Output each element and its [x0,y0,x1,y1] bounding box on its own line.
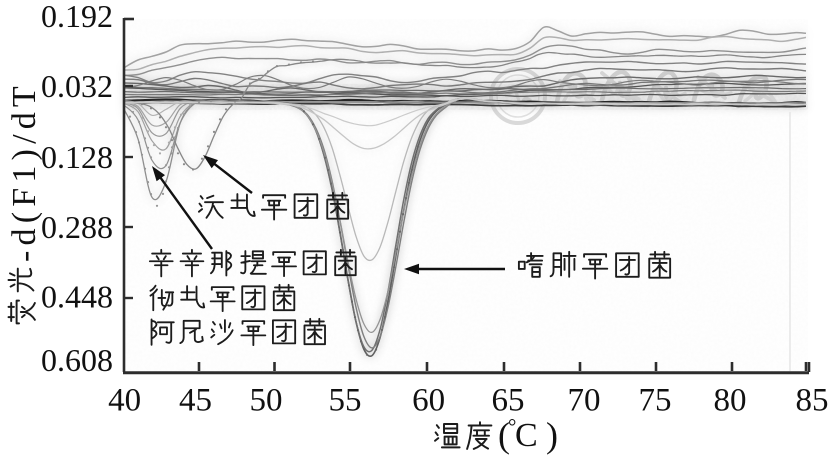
svg-text:(: ( [498,415,510,455]
svg-text:45: 45 [179,383,212,419]
svg-text:85: 85 [796,383,828,419]
svg-text:40: 40 [108,383,141,419]
svg-text:65: 65 [492,383,525,419]
svg-text:0.608: 0.608 [41,342,113,378]
svg-text:75: 75 [639,383,672,419]
svg-text:60: 60 [412,383,445,419]
svg-text:0.448: 0.448 [41,279,113,315]
svg-text:0.192: 0.192 [41,0,113,34]
svg-text:70: 70 [568,383,601,419]
svg-text:0.128: 0.128 [41,139,113,175]
svg-text:0.032: 0.032 [41,68,113,104]
svg-text:C: C [515,417,538,454]
svg-text:-d(F1)/dT: -d(F1)/dT [6,81,43,262]
svg-text:0.288: 0.288 [41,209,113,245]
svg-text:55: 55 [329,383,362,419]
svg-text:): ) [546,415,558,455]
svg-text:80: 80 [714,383,747,419]
svg-text:°: ° [508,414,516,438]
svg-text:50: 50 [250,383,283,419]
